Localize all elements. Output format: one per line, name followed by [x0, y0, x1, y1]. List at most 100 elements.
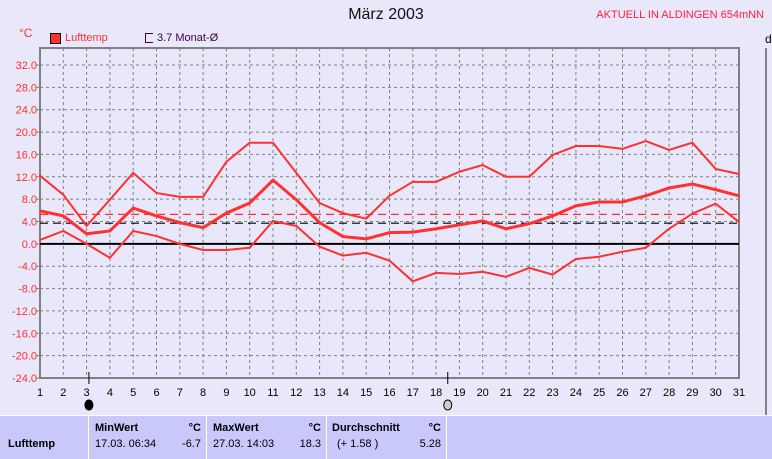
data-point-mean: [202, 226, 204, 229]
x-tick-label: 5: [130, 387, 136, 399]
avg-value: 5.28: [419, 438, 441, 450]
data-point-max: [295, 172, 298, 174]
x-tick-label: 6: [153, 387, 159, 399]
data-point-min: [412, 280, 414, 283]
data-point-mean: [738, 194, 740, 197]
temperature-chart: 1 2 3 4 5 6 7 8 9 10 11 12 13 14 15 16 17 18 19 20 21 22 23 24 2…: [12, 47, 767, 415]
data-point-mean: [342, 235, 344, 238]
data-point-mean: [85, 232, 88, 235]
x-tick-label: 28: [663, 387, 675, 399]
data-point-min: [155, 235, 158, 237]
new-moon-icon: [84, 399, 94, 411]
data-point-mean: [551, 215, 554, 217]
data-point-mean: [505, 227, 507, 230]
data-point-mean: [621, 201, 624, 203]
y-tick-label: 4.0: [22, 217, 37, 229]
data-point-max: [248, 141, 251, 144]
data-point-max: [598, 145, 600, 147]
data-point-mean: [132, 207, 134, 209]
data-point-mean: [225, 212, 228, 214]
x-tick-label: 8: [200, 387, 206, 399]
legend-swatch: [145, 33, 153, 43]
data-point-mean: [691, 183, 694, 185]
data-point-max: [62, 193, 65, 196]
data-point-min: [551, 273, 554, 276]
legend-lufttemp: Lufttemp: [50, 32, 108, 44]
y-tick-label: 16.0: [16, 149, 37, 161]
avg-diff: (+ 1.58 ): [337, 438, 379, 450]
stats-row-label: Lufttemp: [8, 438, 56, 450]
data-point-max: [551, 154, 554, 156]
max-header: MaxWert: [213, 422, 259, 434]
x-tick-label: 25: [593, 387, 605, 399]
data-point-mean: [668, 187, 670, 189]
data-point-min: [621, 250, 624, 253]
data-point-mean: [109, 230, 111, 232]
data-point-min: [62, 230, 65, 232]
min-value: -6.7: [182, 438, 201, 450]
x-tick-label: 23: [546, 387, 558, 399]
y-tick-label: 28.0: [16, 82, 37, 94]
data-point-max: [39, 174, 41, 177]
data-point-min: [318, 245, 321, 248]
data-point-min: [388, 259, 391, 262]
data-point-mean: [365, 238, 368, 240]
data-point-min: [85, 243, 88, 245]
data-point-max: [714, 168, 717, 170]
x-tick-label: 4: [107, 387, 113, 399]
data-point-min: [645, 246, 647, 249]
data-point-min: [248, 246, 251, 249]
data-point-max: [318, 202, 321, 204]
y-tick-label: -16.0: [12, 328, 37, 340]
data-point-max: [272, 141, 274, 144]
legend-label: Lufttemp: [65, 32, 108, 44]
data-point-max: [435, 181, 437, 183]
data-point-max: [481, 164, 484, 166]
data-point-min: [505, 276, 507, 278]
x-tick-label: 29: [686, 387, 698, 399]
data-point-mean: [598, 201, 600, 203]
stats-panel: Lufttemp MinWert °C 17.03. 06:34 -6.7 Ma…: [0, 415, 772, 459]
data-point-min: [225, 249, 228, 251]
data-point-max: [691, 141, 694, 144]
y-tick-label: -4.0: [18, 261, 37, 273]
data-point-min: [435, 272, 437, 274]
data-point-max: [575, 145, 577, 147]
data-point-mean: [272, 179, 274, 181]
data-point-max: [458, 170, 461, 173]
data-point-max: [132, 172, 134, 174]
data-point-mean: [248, 202, 251, 204]
data-point-mean: [575, 205, 577, 207]
x-tick-label: 13: [313, 387, 325, 399]
y-tick-label: 20.0: [16, 127, 37, 139]
data-point-min: [458, 273, 461, 275]
y-tick-label: -8.0: [18, 284, 37, 296]
x-tick-label: 18: [430, 387, 442, 399]
x-tick-label: 20: [477, 387, 489, 399]
max-value: 18.3: [299, 438, 321, 450]
data-point-min: [738, 221, 740, 223]
y-tick-label: -20.0: [12, 351, 37, 363]
data-point-mean: [412, 231, 414, 233]
data-point-mean: [714, 188, 717, 191]
x-tick-label: 11: [267, 387, 278, 399]
data-point-max: [505, 175, 507, 178]
y-tick-label: 0.0: [22, 239, 37, 251]
x-tick-label: 7: [177, 387, 183, 399]
data-point-min: [39, 239, 41, 241]
max-unit: °C: [308, 422, 321, 434]
data-point-max: [225, 160, 228, 163]
data-point-min: [598, 255, 600, 258]
x-tick-label: 27: [640, 387, 652, 399]
legend-label: 3.7 Monat-Ø: [157, 32, 219, 44]
data-point-max: [388, 194, 391, 197]
y-tick-label: 32.0: [16, 60, 37, 72]
data-point-mean: [481, 220, 484, 222]
data-point-mean: [155, 215, 158, 217]
x-tick-label: 26: [616, 387, 628, 399]
data-point-max: [412, 181, 414, 183]
x-tick-label: 12: [290, 387, 302, 399]
data-point-mean: [39, 210, 41, 212]
avg-unit: °C: [428, 422, 441, 434]
data-point-max: [85, 225, 88, 227]
